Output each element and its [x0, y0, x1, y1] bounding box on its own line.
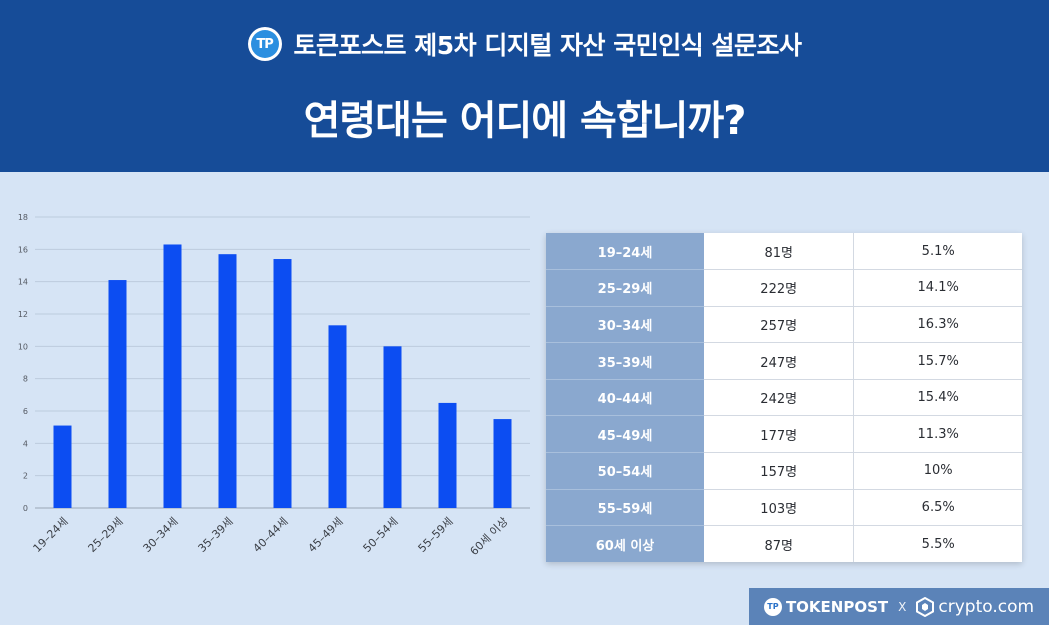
header: TP 토큰포스트 제5차 디지털 자산 국민인식 설문조사 연령대는 어디에 속…: [0, 0, 1049, 172]
table-row: 40–44세 242명 15.4%: [546, 379, 1022, 417]
cell-age: 25–29세: [546, 269, 704, 307]
y-tick-label: 16: [18, 245, 28, 254]
cell-count: 81명: [704, 233, 855, 271]
cell-age: 30–34세: [546, 306, 704, 344]
cell-count: 157명: [704, 452, 855, 490]
cell-count: 103명: [704, 489, 855, 527]
cryptocom-shield-icon: [916, 596, 935, 617]
age-table: 19–24세 81명 5.1% 25–29세 222명 14.1% 30–34세 257명 16…: [546, 233, 1022, 563]
table-row: 35–39세 247명 15.7%: [546, 342, 1022, 380]
survey-subtitle: 토큰포스트 제5차 디지털 자산 국민인식 설문조사: [293, 31, 802, 60]
age-bar-chart: 0 2 4 6 8 10 12 14 16 18 19–24세 25–29세 30–34세 35–39세 4…: [18, 213, 530, 558]
cell-pct: 6.5%: [853, 489, 1022, 527]
bar: [163, 244, 182, 508]
brand-separator: X: [898, 599, 907, 614]
y-tick-label: 0: [23, 504, 28, 513]
cell-pct: 5.5%: [921, 536, 955, 552]
cell-count: 257명: [704, 306, 855, 344]
cell-age: 55–59세: [546, 489, 704, 527]
bar: [493, 419, 512, 508]
y-tick-label: 12: [18, 310, 28, 319]
tokenpost-logo-mark: TP: [250, 30, 279, 58]
y-tick-label: 14: [18, 278, 28, 287]
table-row: 25–29세 222명 14.1%: [546, 269, 1022, 307]
cell-count: 177명: [704, 415, 855, 454]
cell-count: 247명: [704, 342, 855, 380]
cell-pct: 11.3%: [853, 415, 1022, 454]
bar: [218, 254, 237, 508]
cell-age: 19–24세: [546, 233, 704, 271]
bar: [328, 325, 347, 508]
cell-pct: 15.4%: [853, 379, 1022, 417]
table-row: 60세 이상 87명 5.5%: [546, 525, 1022, 563]
bar: [438, 402, 457, 508]
cell-age: 45–49세: [546, 415, 704, 454]
x-category-label: 35–39세: [196, 515, 236, 555]
cryptocom-brand: crypto.com: [916, 596, 1035, 617]
cell-pct: 16.3%: [853, 306, 1022, 344]
table-row: 55–59세 103명 6.5%: [546, 489, 1022, 527]
table-row: 50–54세 157명 10%: [546, 452, 1022, 490]
y-tick-label: 18: [18, 213, 28, 222]
y-tick-label: 8: [23, 375, 28, 384]
cell-pct: 14.1%: [853, 269, 1022, 307]
x-category-label: 60세 이상: [468, 515, 511, 558]
y-tick-label: 4: [23, 439, 28, 448]
y-tick-label: 2: [23, 472, 28, 481]
tokenpost-logo-icon: TP: [247, 27, 282, 61]
x-category-label: 50–54세: [361, 515, 401, 555]
page-title: 연령대는 어디에 속합니까?: [303, 98, 747, 144]
footer-brand-bar: TP TOKENPOST X crypto.com: [749, 588, 1049, 625]
bar: [273, 259, 292, 508]
cell-age: 35–39세: [546, 342, 704, 380]
subtitle-row: TP 토큰포스트 제5차 디지털 자산 국민인식 설문조사: [0, 26, 1049, 62]
cell-count: 242명: [704, 379, 855, 417]
x-category-label: 30–34세: [141, 515, 181, 555]
cell-age: 50–54세: [546, 452, 704, 490]
cell-pct: 10%: [853, 452, 1022, 490]
cell-age: 60세 이상: [546, 525, 704, 563]
cell-count: 87명: [704, 525, 855, 563]
tokenpost-brand: TP TOKENPOST: [763, 597, 889, 616]
tokenpost-brand-label: TOKENPOST: [785, 597, 889, 616]
y-tick-label: 6: [23, 407, 28, 416]
x-category-label: 45–49세: [306, 515, 346, 555]
x-category-label: 25–29세: [86, 515, 126, 555]
cryptocom-brand-label: crypto.com: [938, 596, 1035, 617]
table-row: 45–49세 177명 11.3%: [546, 415, 1022, 454]
bar: [108, 280, 127, 508]
x-category-label: 19–24세: [31, 515, 71, 555]
bar: [53, 425, 72, 508]
bar: [383, 346, 402, 508]
age-table-body: 19–24세 81명 5.1% 25–29세 222명 14.1% 30–34세 257명 16…: [546, 233, 1022, 563]
cell-age: 40–44세: [546, 379, 704, 417]
tokenpost-mini-icon: TP: [763, 597, 782, 616]
x-category-label: 40–44세: [251, 515, 291, 555]
cell-pct: 15.7%: [853, 342, 1022, 380]
cell-count: 222명: [704, 269, 855, 307]
x-category-label: 55–59세: [416, 515, 456, 555]
cell-pct: 5.1%: [853, 233, 1022, 271]
table-row: 30–34세 257명 16.3%: [546, 306, 1022, 344]
y-tick-label: 10: [18, 342, 28, 351]
table-row: 19–24세 81명 5.1%: [546, 233, 1022, 271]
